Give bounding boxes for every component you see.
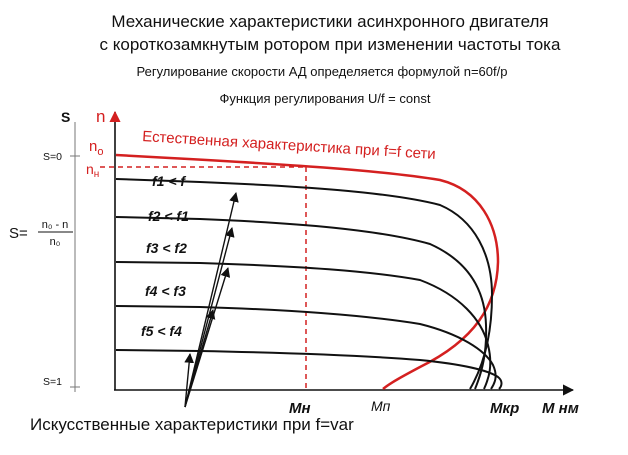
artificial-characteristic-curve-2 — [115, 216, 488, 390]
nn-label: nн — [86, 161, 99, 180]
mp-label: Мп — [371, 398, 391, 414]
pointer-arrow-1 — [184, 192, 239, 408]
curve-label-f4: f4 < f3 — [145, 283, 186, 299]
n-axis-label: n — [96, 107, 105, 126]
n0-label: no — [89, 138, 103, 158]
title-line-1: Механические характеристики асинхронного… — [111, 12, 548, 31]
subtitle-line-1: Регулирование скорости АД определяется ф… — [137, 64, 508, 79]
slip-formula-numerator: n₀ - n — [42, 219, 69, 231]
artificial-characteristic-curve-1 — [115, 178, 494, 390]
mn-label: Мн — [289, 400, 311, 417]
pointer-arrow-4 — [184, 309, 216, 408]
curve-label-f2: f2 < f1 — [148, 208, 189, 224]
mkr-label: Мкр — [490, 400, 519, 417]
artificial-characteristic-curve-5 — [115, 349, 503, 390]
slip-formula-lhs: S= — [9, 225, 28, 242]
curve-label-f3: f3 < f2 — [146, 240, 187, 256]
pointer-arrow-5 — [184, 353, 195, 408]
s-axis-label: S — [61, 109, 70, 125]
curve-label-f5: f5 < f4 — [141, 323, 182, 339]
curve-label-f1: f1 < f — [152, 173, 186, 189]
artificial-characteristic-curve-4 — [115, 305, 497, 390]
slip-formula-denominator: n₀ — [50, 236, 61, 248]
natural-characteristic-curve — [115, 153, 500, 390]
s0-label: S=0 — [43, 151, 62, 163]
m-axis-label: М нм — [542, 400, 579, 417]
subtitle-line-2: Функция регулирования U/f = const — [220, 91, 431, 106]
artificial-characteristics-label: Искусственные характеристики при f=var — [30, 415, 354, 434]
title-line-2: с короткозамкнутым ротором при изменении… — [100, 35, 561, 54]
s1-label: S=1 — [43, 376, 62, 388]
